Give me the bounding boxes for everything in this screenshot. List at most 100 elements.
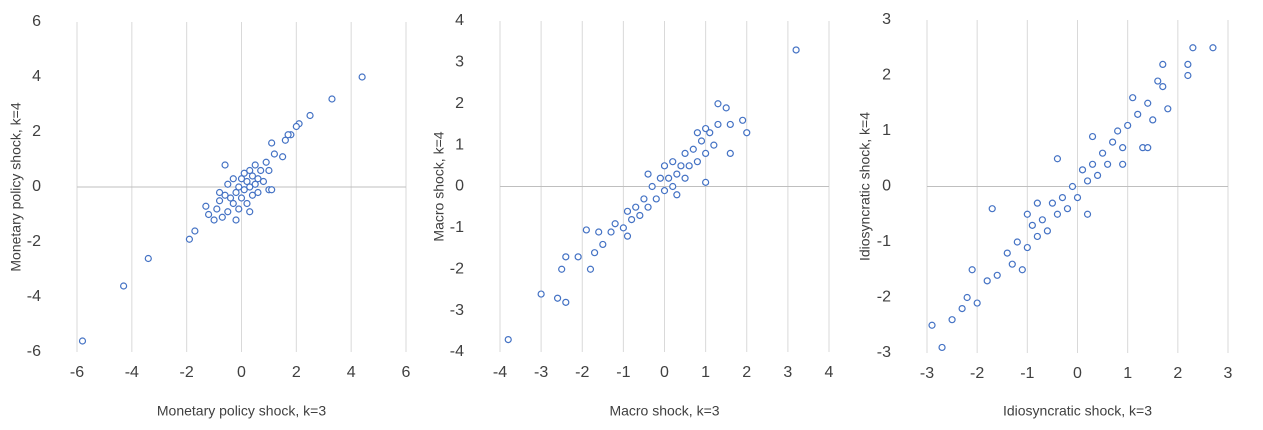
- scatter-point: [1068, 182, 1077, 191]
- scatter-point: [235, 205, 243, 213]
- scatter-point: [1124, 121, 1132, 130]
- scatter-point: [1073, 194, 1082, 202]
- y-tick-label: -1: [877, 233, 891, 250]
- x-tick-label: 4: [347, 364, 356, 381]
- x-tick-label: 4: [825, 364, 834, 381]
- scatter-point: [743, 129, 751, 137]
- scatter-point: [235, 183, 243, 191]
- scatter-point: [232, 188, 240, 197]
- scatter-point: [1098, 149, 1107, 157]
- scatter-point: [1083, 210, 1092, 218]
- scatter-point: [1063, 205, 1072, 213]
- scatter-point: [726, 120, 734, 129]
- scatter-point: [270, 150, 278, 158]
- scatter-point: [1048, 199, 1057, 207]
- x-tick-label: -2: [575, 364, 589, 381]
- scatter-point: [221, 161, 229, 169]
- y-tick-label: 2: [882, 67, 891, 84]
- scatter-point: [1109, 138, 1117, 146]
- scatter-point: [1018, 266, 1026, 274]
- scatter-point: [202, 202, 210, 210]
- scatter-point: [205, 210, 213, 219]
- scatter-point: [993, 271, 1001, 279]
- scatter-point: [284, 131, 292, 139]
- scatter-point: [248, 172, 257, 180]
- scatter-point: [1154, 77, 1162, 85]
- x-tick-label: 3: [783, 364, 792, 381]
- scatter-point: [224, 180, 232, 188]
- scatter-point: [665, 174, 673, 182]
- scatter-point: [590, 249, 599, 257]
- y-tick-label: 2: [455, 95, 464, 112]
- y-tick-label: -3: [450, 302, 464, 319]
- scatter-point: [681, 149, 689, 157]
- scatter-point: [1159, 60, 1167, 69]
- scatter-point: [1078, 166, 1087, 174]
- scatter-point: [262, 158, 270, 166]
- y-tick-label: 0: [455, 178, 464, 195]
- scatter-point: [246, 183, 254, 191]
- scatter-point: [673, 170, 681, 178]
- panel: -4 -3 -2 -1 0 1 2 3 4 -4 -3 -2 -1 0 1 2 3 4 Macro shock, k…: [431, 12, 834, 418]
- x-tick-label: 0: [1073, 365, 1082, 382]
- x-tick-label: -3: [920, 365, 934, 382]
- scatter-point: [958, 305, 966, 313]
- x-axis-label: Idiosyncratic shock, k=3: [1003, 403, 1152, 419]
- scatter-point: [644, 203, 652, 211]
- scatter-point: [599, 240, 607, 249]
- scatter-point: [213, 205, 221, 213]
- y-tick-label: 0: [882, 178, 891, 195]
- scatter-point: [237, 175, 246, 183]
- x-tick-label: 0: [660, 364, 669, 381]
- scatter-point: [281, 136, 289, 144]
- y-tick-label: -1: [450, 219, 464, 236]
- scatter-point: [656, 174, 664, 182]
- scatter-point: [611, 220, 619, 228]
- scatter-point: [251, 161, 259, 169]
- scatter-point: [1043, 227, 1052, 235]
- scatter-point: [677, 162, 685, 170]
- y-tick-label: -4: [27, 288, 41, 305]
- x-tick-label: -2: [180, 364, 194, 381]
- scatter-point: [702, 149, 710, 157]
- scatter-point: [279, 153, 287, 161]
- scatter-point: [1028, 221, 1036, 229]
- scatter-point: [607, 228, 615, 236]
- x-tick-label: 6: [402, 364, 411, 381]
- scatter-point: [681, 174, 689, 182]
- scatter-point: [1083, 177, 1092, 185]
- scatter-point: [1013, 238, 1021, 246]
- scatter-point: [243, 199, 251, 208]
- x-tick-label: -1: [616, 364, 630, 381]
- scatter-point: [78, 337, 87, 345]
- scatter-point: [644, 170, 652, 178]
- y-tick-label: -6: [27, 343, 41, 360]
- scatter-point: [660, 162, 669, 170]
- scatter-point: [259, 177, 268, 186]
- y-tick-label: 1: [882, 122, 891, 139]
- scatter-point: [938, 343, 946, 352]
- scatter-point: [240, 169, 248, 177]
- scatter-point: [562, 253, 570, 261]
- scatter-point: [963, 293, 971, 302]
- scatter-point: [1209, 44, 1217, 52]
- scatter-point: [693, 129, 702, 137]
- scatter-point: [619, 224, 627, 232]
- scatter-point: [268, 186, 276, 194]
- x-tick-label: 0: [237, 364, 246, 381]
- y-tick-label: -2: [450, 260, 464, 277]
- scatter-point: [648, 182, 656, 191]
- x-tick-label: -4: [125, 364, 139, 381]
- scatter-point: [1184, 60, 1192, 69]
- y-tick-label: -4: [450, 343, 464, 360]
- scatter-point: [702, 124, 710, 133]
- scatter-point: [1114, 127, 1122, 135]
- scatter-point: [714, 120, 722, 129]
- scatter-point: [1144, 144, 1152, 152]
- scatter-point: [232, 216, 240, 224]
- x-tick-label: 1: [1123, 365, 1132, 382]
- scatter-point: [595, 228, 603, 236]
- x-tick-label: 2: [742, 364, 751, 381]
- scatter-point: [660, 187, 669, 195]
- scatter-point: [1023, 210, 1031, 218]
